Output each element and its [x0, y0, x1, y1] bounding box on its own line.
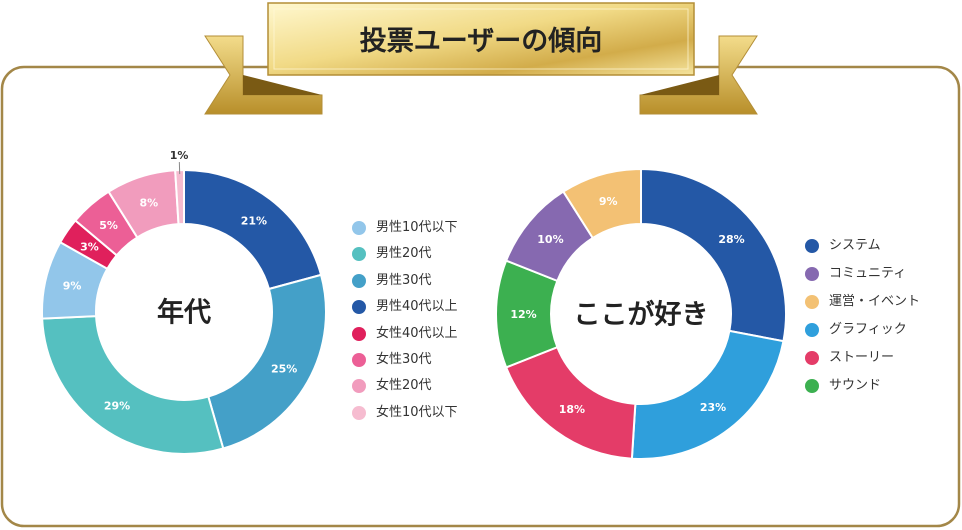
age-legend-item: 女性40代以上	[352, 321, 458, 347]
likes-legend-item: コミュニティ	[805, 260, 920, 288]
ribbon-main	[267, 2, 695, 76]
age-legend-label: 女性30代	[376, 351, 432, 367]
likes-legend-label: システム	[829, 238, 881, 253]
age-legend-item: 男性10代以下	[352, 215, 458, 241]
age-data-label-7: 1%	[170, 149, 189, 162]
age-legend-swatch	[352, 352, 366, 367]
age-legend-swatch	[352, 273, 366, 288]
age-data-label-1: 25%	[271, 362, 297, 375]
ribbon-fold-left	[243, 75, 322, 95]
age-legend-label: 女性40代以上	[376, 325, 458, 341]
likes-data-label-3: 12%	[510, 308, 536, 321]
age-legend-label: 女性10代以下	[376, 404, 458, 420]
age-data-label-3: 9%	[63, 279, 82, 292]
likes-slice-0	[640, 167, 787, 343]
likes-legend-label: グラフィック	[829, 322, 907, 337]
age-legend-swatch	[352, 326, 366, 341]
likes-legend-label: サウンド	[829, 378, 882, 393]
likes-legend-item: ストーリー	[805, 344, 920, 372]
age-data-label-5: 5%	[99, 219, 118, 232]
age-legend: 男性10代以下 男性20代男性30代男性40代以上 女性40代以上 女性30代女性20…	[352, 215, 458, 426]
ribbon-fold-right	[640, 75, 719, 95]
age-legend-swatch	[352, 221, 366, 235]
likes-data-label-2: 18%	[559, 403, 585, 416]
age-data-label-2: 29%	[104, 399, 130, 412]
likes-center-label: ここが好き	[574, 299, 709, 331]
likes-legend-item: 運営・イベント	[805, 288, 920, 316]
title-ribbon: 投票ユーザーの傾向	[204, 2, 758, 115]
age-data-label-0: 21%	[241, 215, 267, 228]
age-legend-item: 女性20代	[352, 373, 458, 399]
age-legend-label: 男性40代以上	[376, 299, 458, 315]
likes-legend-label: コミュニティ	[829, 266, 907, 281]
age-legend-swatch	[352, 247, 366, 262]
age-legend-swatch	[352, 300, 366, 315]
likes-slice-5	[561, 167, 642, 240]
likes-data-label-0: 28%	[718, 233, 744, 246]
age-slice-1	[207, 273, 327, 450]
age-center-label: 年代	[157, 297, 211, 329]
age-legend-label: 女性20代	[376, 378, 432, 394]
likes-donut-chart: 28% 23% 18% 12% 10% 9% ここが好き	[495, 167, 787, 460]
likes-legend-item: グラフィック	[805, 316, 920, 344]
age-legend-label: 男性30代	[376, 272, 432, 288]
age-donut-chart: 21% 25% 29% 9% 3%5% 8% 1% 年代	[41, 149, 327, 455]
age-data-label-6: 8%	[139, 197, 158, 210]
likes-legend-item: サウンド	[805, 372, 920, 400]
likes-legend-swatch	[805, 379, 819, 393]
age-slice-7	[174, 168, 185, 226]
age-legend-item: 女性30代	[352, 347, 458, 373]
age-legend-label: 男性10代以下	[376, 220, 458, 235]
likes-legend-label: 運営・イベント	[829, 294, 921, 309]
age-legend-item: 男性40代以上	[352, 294, 458, 320]
likes-data-label-4: 10%	[537, 233, 563, 246]
likes-data-label-1: 23%	[700, 401, 726, 414]
age-legend-item: 男性30代	[352, 268, 458, 294]
banner-title: 投票ユーザーの傾向	[360, 25, 602, 57]
age-legend-label: 男性20代	[376, 246, 432, 262]
likes-legend-label: ストーリー	[829, 350, 895, 365]
likes-legend-swatch	[805, 323, 819, 337]
likes-legend-item: システム	[805, 232, 920, 260]
likes-legend-swatch	[805, 239, 819, 253]
likes-legend: システムコミュニティ 運営・イベント グラフィック ストーリーサウンド	[805, 232, 920, 400]
age-legend-swatch	[352, 379, 366, 394]
likes-legend-swatch	[805, 295, 819, 309]
likes-legend-swatch	[805, 267, 819, 281]
likes-data-label-5: 9%	[599, 195, 618, 208]
age-legend-swatch	[352, 405, 366, 420]
age-legend-item: 男性20代	[352, 241, 458, 267]
age-legend-item: 女性10代以下	[352, 400, 458, 426]
ribbon-inner-border	[273, 8, 689, 70]
age-data-label-4: 3%	[80, 240, 99, 253]
likes-legend-swatch	[805, 351, 819, 365]
age-slice-2	[41, 315, 225, 455]
